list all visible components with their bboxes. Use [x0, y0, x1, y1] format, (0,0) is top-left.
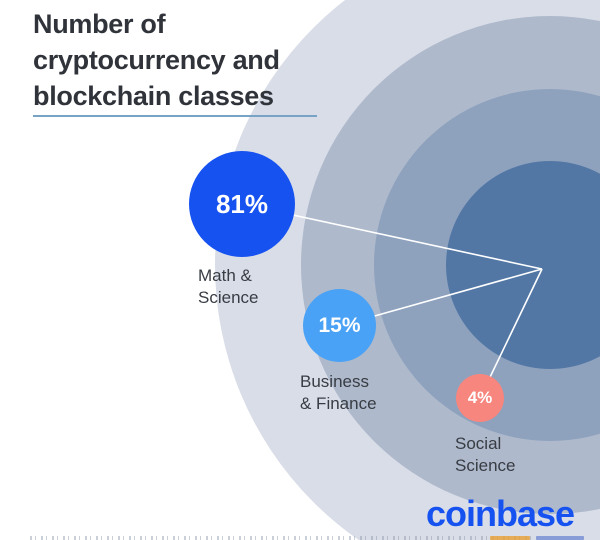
bubble-math-science: 81%: [189, 151, 295, 257]
bubble-value-math-science: 81%: [215, 188, 269, 219]
title-line: cryptocurrency and: [33, 45, 280, 75]
title-line: blockchain classes: [33, 81, 274, 111]
coinbase-logo: coinbase: [426, 493, 575, 534]
bubble-label-social-science: Social Science: [455, 433, 515, 477]
bubble-label-business-finance: Business & Finance: [300, 371, 377, 415]
chart-title: Number of cryptocurrency and blockchain …: [33, 6, 280, 114]
label-line: Math &: [198, 266, 252, 285]
bubble-value-social-science: 4%: [467, 388, 493, 407]
bubble-label-math-science: Math & Science: [198, 265, 258, 309]
bubble-social-science: 4%: [456, 374, 504, 422]
title-line: Number of: [33, 9, 166, 39]
label-line: & Finance: [300, 394, 377, 413]
cropped-caption-remnant-orange: [490, 536, 530, 540]
label-line: Social: [455, 434, 502, 453]
cropped-caption-remnant: [30, 536, 535, 540]
label-line: Business: [300, 372, 369, 391]
bubble-business-finance: 15%: [303, 289, 376, 362]
cropped-caption-remnant-blue: [536, 536, 584, 540]
title-underline: [33, 115, 317, 117]
bubble-value-business-finance: 15%: [318, 313, 361, 337]
label-line: Science: [198, 288, 259, 307]
label-line: Science: [455, 456, 516, 475]
